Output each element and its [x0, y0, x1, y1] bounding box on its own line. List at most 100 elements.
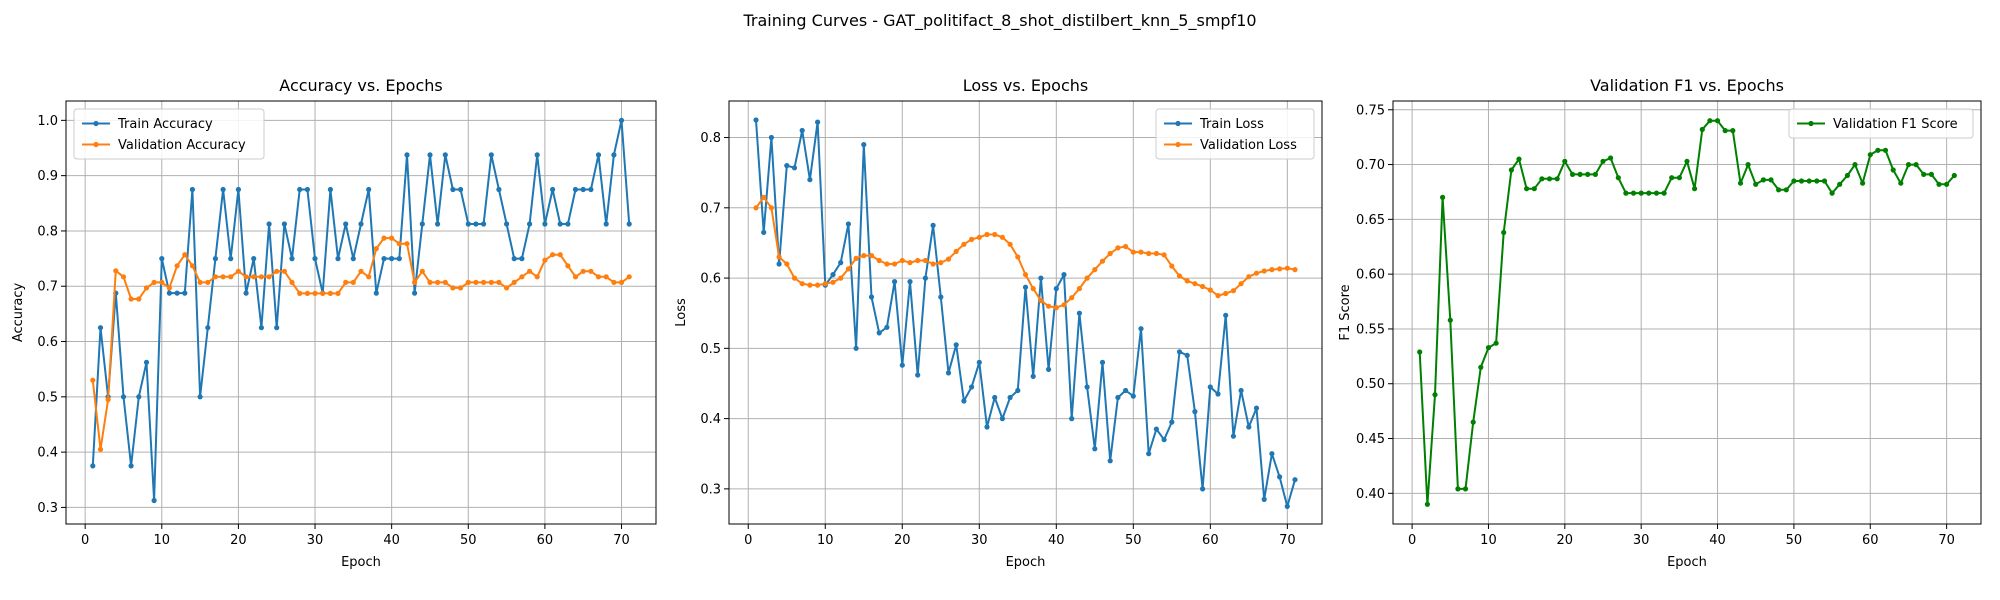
- data-point: [1806, 178, 1812, 184]
- data-point: [511, 279, 517, 285]
- data-point: [1951, 172, 1957, 179]
- data-point: [1898, 180, 1904, 186]
- data-point: [999, 234, 1006, 240]
- data-point: [1653, 190, 1660, 196]
- data-point: [868, 253, 875, 259]
- data-point: [1292, 267, 1298, 273]
- data-point: [289, 279, 295, 285]
- data-point: [511, 256, 517, 262]
- y-tick-label: 0.75: [1356, 103, 1385, 118]
- data-point: [992, 231, 998, 238]
- data-point: [1200, 283, 1206, 290]
- data-point: [845, 221, 852, 227]
- data-point: [1554, 176, 1560, 182]
- data-point: [1284, 503, 1290, 509]
- data-point: [588, 186, 594, 193]
- data-point: [473, 221, 479, 227]
- data-point: [166, 290, 172, 296]
- data-point: [1913, 162, 1919, 168]
- data-point: [768, 205, 775, 211]
- x-tick-label: 40: [383, 533, 400, 548]
- data-point: [1130, 249, 1136, 255]
- data-point: [845, 266, 852, 272]
- series-line: [755, 119, 1296, 508]
- data-point: [1099, 258, 1106, 264]
- data-point: [197, 394, 203, 400]
- data-point: [1844, 172, 1850, 179]
- data-point: [458, 285, 464, 291]
- data-point: [143, 285, 150, 291]
- data-point: [1646, 190, 1652, 196]
- data-point: [1230, 433, 1236, 439]
- legend-swatch-marker: [1175, 120, 1181, 127]
- data-point: [488, 279, 494, 285]
- x-tick-label: 60: [1202, 533, 1219, 548]
- data-point: [1860, 180, 1866, 186]
- series-validation-accuracy: [90, 235, 632, 452]
- data-point: [450, 285, 456, 291]
- data-point: [1882, 147, 1889, 153]
- data-point: [922, 257, 929, 264]
- data-point: [350, 279, 356, 285]
- data-point: [1069, 416, 1075, 422]
- data-point: [1115, 245, 1121, 251]
- data-point: [251, 256, 257, 262]
- data-point: [1455, 486, 1461, 492]
- data-point: [1269, 451, 1275, 457]
- data-point: [799, 281, 805, 287]
- data-point: [465, 221, 471, 227]
- data-point: [97, 325, 104, 331]
- data-point: [1084, 275, 1090, 281]
- data-point: [312, 290, 318, 296]
- data-point: [1676, 175, 1682, 181]
- data-point: [312, 256, 318, 262]
- data-point: [1714, 118, 1721, 124]
- data-point: [542, 221, 548, 227]
- data-point: [830, 272, 836, 278]
- data-point: [1592, 171, 1598, 177]
- data-point: [1447, 317, 1453, 323]
- data-point: [1837, 181, 1843, 187]
- data-point: [1107, 250, 1113, 257]
- legend-box: [1155, 108, 1315, 160]
- data-point: [1015, 254, 1021, 260]
- subplot-1: 0 10 20 30 40 50 60 70 0.3 0.4 0.5 0.6 0.7 0.8 0.9 1.0 A…: [11, 76, 657, 570]
- data-point: [1200, 486, 1206, 492]
- data-point: [258, 325, 264, 331]
- data-point: [938, 294, 944, 300]
- data-point: [1867, 152, 1873, 158]
- data-point: [120, 274, 127, 280]
- data-point: [1277, 266, 1283, 272]
- data-point: [1223, 290, 1229, 297]
- y-tick-label: 0.55: [1356, 322, 1385, 337]
- data-point: [228, 256, 234, 262]
- data-point: [435, 279, 441, 285]
- data-point: [159, 279, 165, 285]
- legend-label: Validation F1 Score: [1833, 117, 1958, 132]
- data-point: [1814, 178, 1820, 184]
- data-point: [1608, 155, 1614, 161]
- data-point: [961, 398, 967, 404]
- data-point: [930, 222, 936, 228]
- data-point: [838, 275, 844, 281]
- data-point: [1921, 171, 1927, 177]
- data-point: [815, 119, 821, 125]
- data-point: [1046, 303, 1052, 309]
- data-point: [791, 275, 798, 281]
- data-point: [174, 263, 180, 269]
- data-point: [915, 372, 921, 378]
- axes-frame: [728, 100, 1323, 525]
- data-point: [496, 186, 502, 193]
- data-point: [1462, 486, 1469, 492]
- data-point: [1061, 302, 1067, 308]
- data-point: [182, 290, 188, 296]
- data-point: [999, 416, 1006, 422]
- data-point: [892, 279, 898, 285]
- data-point: [358, 221, 364, 227]
- y-axis-label: F1 Score: [1338, 284, 1353, 340]
- axes-frame: [65, 100, 657, 525]
- data-point: [776, 261, 782, 267]
- y-tick-label: 0.3: [700, 482, 721, 497]
- y-tick-label: 0.9: [37, 169, 58, 184]
